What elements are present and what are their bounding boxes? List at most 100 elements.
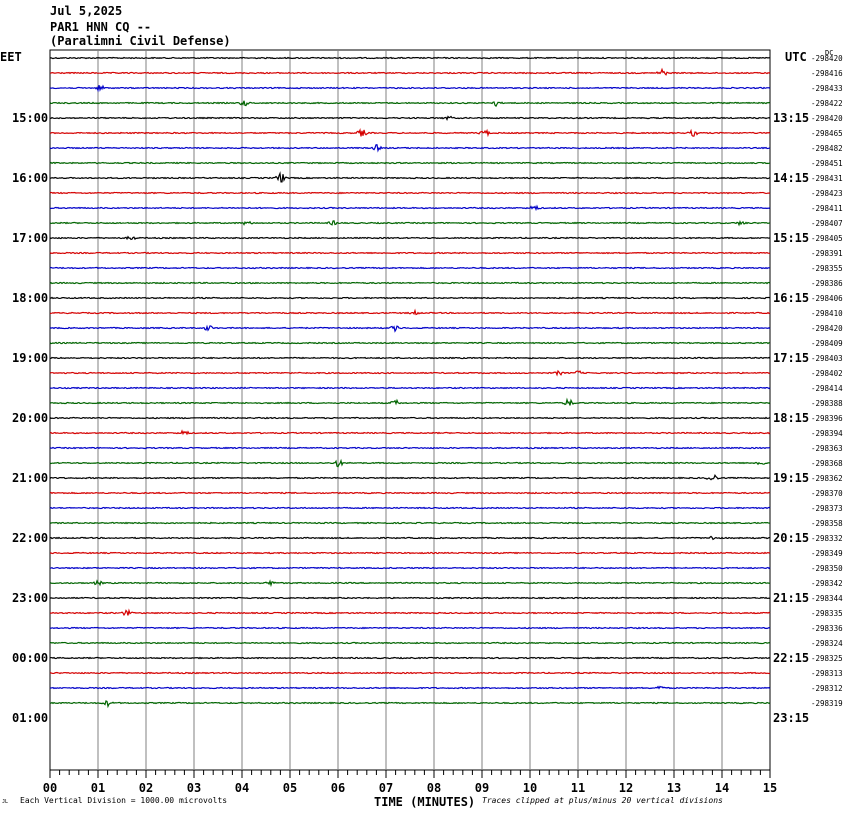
x-tick-label: 11 — [571, 781, 585, 795]
trace-line — [49, 341, 771, 345]
trace-line — [49, 296, 771, 300]
trace-offset-label: -298409 — [811, 339, 843, 348]
date-title: Jul 5,2025 — [50, 4, 123, 18]
left-time-label: 18:00 — [12, 291, 49, 305]
trace-line — [49, 171, 771, 183]
left-time-label: 21:00 — [12, 471, 49, 485]
trace-offset-label: -298403 — [811, 354, 843, 363]
trace-offset-label: -298319 — [811, 699, 843, 708]
right-time-label: 13:15 — [773, 111, 810, 125]
left-time-label: 01:00 — [12, 711, 49, 725]
right-time-label: 18:15 — [773, 411, 810, 425]
right-time-label: 15:15 — [773, 231, 810, 245]
right-time-label: 16:15 — [773, 291, 810, 305]
x-tick-label: 13 — [667, 781, 681, 795]
right-time-label: 23:15 — [773, 711, 810, 725]
trace-line — [49, 474, 771, 481]
trace-offset-label: -298410 — [811, 309, 843, 318]
x-tick-label: 07 — [379, 781, 393, 795]
trace-line — [49, 266, 771, 270]
right-time-label: 21:15 — [773, 591, 810, 605]
trace-line — [49, 220, 771, 227]
trace-offset-label: -298411 — [811, 204, 843, 213]
trace-offset-label: -298422 — [811, 99, 843, 108]
trace-offset-label: -298431 — [811, 174, 843, 183]
trace-offset-label: -298406 — [811, 294, 843, 303]
trace-offset-label: -298394 — [811, 429, 843, 438]
trace-line — [49, 397, 771, 406]
trace-line — [49, 566, 771, 570]
corner-mark: DC — [825, 49, 834, 57]
trace-line — [49, 608, 771, 617]
right-time-label: 17:15 — [773, 351, 810, 365]
trace-offset-label: -298433 — [811, 84, 843, 93]
seismic-traces — [49, 56, 771, 709]
trace-offset-label: -298407 — [811, 219, 843, 228]
x-tick-label: 00 — [43, 781, 57, 795]
x-tick-label: 05 — [283, 781, 297, 795]
clip-note: Traces clipped at plus/minus 20 vertical… — [482, 796, 723, 805]
trace-offset-label: -298358 — [811, 519, 843, 528]
scale-note: Each Vertical Division = 1000.00 microvo… — [20, 796, 228, 805]
x-tick-label: 02 — [139, 781, 153, 795]
trace-offset-label: -298355 — [811, 264, 843, 273]
left-time-label: 19:00 — [12, 351, 49, 365]
trace-offset-label: -298405 — [811, 234, 843, 243]
trace-line — [49, 127, 771, 138]
trace-line — [49, 308, 771, 316]
trace-line — [49, 626, 771, 630]
right-time-label: 19:15 — [773, 471, 810, 485]
trace-line — [49, 386, 771, 390]
trace-offset-label: -298465 — [811, 129, 843, 138]
left-timezone-label: EET — [0, 50, 22, 64]
trace-offset-label: -298324 — [811, 639, 843, 648]
trace-line — [49, 535, 771, 541]
x-tick-label: 09 — [475, 781, 489, 795]
left-time-label: 00:00 — [12, 651, 49, 665]
trace-line — [49, 369, 771, 377]
left-time-label: 15:00 — [12, 111, 49, 125]
left-time-label: 23:00 — [12, 591, 49, 605]
trace-offset-label: -298312 — [811, 684, 843, 693]
left-time-label: 17:00 — [12, 231, 49, 245]
trace-line — [49, 551, 771, 555]
x-tick-label: 10 — [523, 781, 537, 795]
trace-offset-label: -298391 — [811, 249, 843, 258]
trace-line — [49, 579, 771, 588]
trace-line — [49, 251, 771, 255]
trace-line — [49, 429, 771, 436]
trace-line — [49, 161, 771, 165]
trace-offset-label: -298368 — [811, 459, 843, 468]
trace-offset-label: -298362 — [811, 474, 843, 483]
left-time-label: 20:00 — [12, 411, 49, 425]
trace-line — [49, 100, 771, 108]
plot-frame — [49, 49, 771, 771]
x-tick-label: 01 — [91, 781, 105, 795]
trace-offset-label: -298349 — [811, 549, 843, 558]
trace-offset-label: -298423 — [811, 189, 843, 198]
trace-line — [49, 191, 771, 195]
trace-offset-label: -298482 — [811, 144, 843, 153]
x-tick-label: 06 — [331, 781, 345, 795]
trace-line — [49, 596, 771, 600]
trace-offset-label: -298332 — [811, 534, 843, 543]
trace-line — [49, 521, 771, 525]
minute-grid — [97, 50, 723, 770]
x-tick-label: 14 — [715, 781, 729, 795]
trace-offset-label: -298396 — [811, 414, 843, 423]
trace-offset-label: -298363 — [811, 444, 843, 453]
left-time-label: 22:00 — [12, 531, 49, 545]
trace-offset-label: -298373 — [811, 504, 843, 513]
trace-offset-label: -298414 — [811, 384, 843, 393]
trace-line — [49, 56, 771, 60]
x-axis: 00 01 02 03 04 05 06 07 08 09 10 11 12 13 14 15 — [43, 770, 777, 795]
left-time-label: 16:00 — [12, 171, 49, 185]
trace-line — [49, 685, 771, 690]
trace-line — [49, 641, 771, 645]
x-axis-title: TIME (MINUTES) — [374, 795, 476, 809]
trace-line — [49, 235, 771, 241]
trace-line — [49, 84, 771, 93]
trace-offset-label: -298416 — [811, 69, 843, 78]
trace-offset-labels: -298420 -298416 -298433 -298422 -298420 -2984… — [811, 54, 843, 708]
